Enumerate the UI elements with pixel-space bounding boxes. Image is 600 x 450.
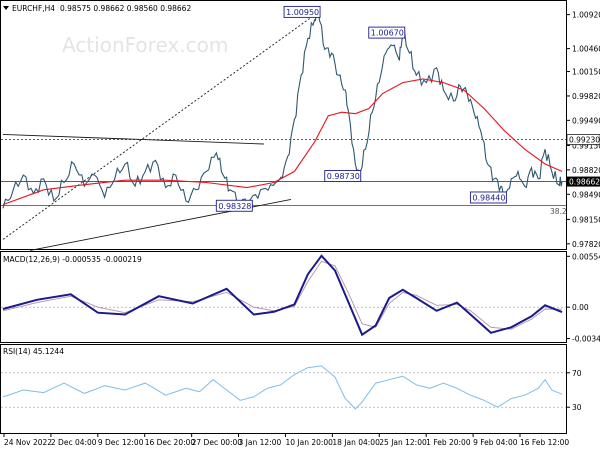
price-tick-label: 0.98490 — [572, 190, 600, 199]
price-annotation-box — [324, 170, 362, 182]
rsi-panel-frame — [0, 344, 567, 434]
macd-plot: 0.005546 0.00 -0.003423 — [1, 252, 600, 344]
time-tick-label: 25 Jan 12:00 — [379, 438, 427, 447]
time-tick-label: 27 Dec 00:00 — [192, 438, 243, 447]
time-tick-label: 24 Nov 2022 — [4, 438, 52, 447]
time-tick-label: 16 Dec 20:00 — [145, 438, 196, 447]
price-tick-label: 0.98150 — [572, 215, 600, 224]
price-panel-frame — [0, 0, 567, 250]
macd-title: MACD(12,26,9) -0.000535 -0.000219 — [3, 255, 142, 264]
price-tick-label: 0.99490 — [572, 116, 600, 125]
header-dropdown-icon — [3, 6, 9, 10]
watermark: ActionForex.com — [62, 33, 228, 57]
price-annotation-box — [469, 191, 507, 204]
level-tag — [566, 134, 600, 145]
time-tick-label: 18 Jan 04:00 — [332, 438, 380, 447]
price-tick-label: 0.99150 — [572, 141, 600, 150]
upper-channel-dotted — [2, 12, 319, 240]
rsi-title: RSI(14) 45.1244 — [3, 347, 64, 356]
price-annotation-box — [215, 199, 253, 212]
price-annotation-label: 0.98730 — [327, 172, 360, 181]
current-price-tag — [567, 176, 600, 187]
price-annotation-box — [368, 26, 406, 39]
price-tick-label: 0.98820 — [572, 166, 600, 175]
price-series-line — [2, 9, 563, 209]
price-annotation-box — [283, 5, 321, 18]
macd-panel-frame — [0, 251, 567, 343]
macd-tick-label: 0.005546 — [572, 252, 600, 261]
rsi-plot: 70 30 — [1, 365, 582, 412]
price-tick-label: 1.00460 — [572, 45, 600, 54]
price-annotation-label: 0.98440 — [472, 193, 505, 202]
price-annotation-label: 1.00670 — [371, 29, 404, 38]
rsi-line — [2, 365, 563, 410]
macd-main-line — [2, 254, 563, 337]
price-tick-label: 1.00150 — [572, 68, 600, 77]
time-tick-label: 16 Feb 12:00 — [520, 438, 569, 447]
level-tag-label: 0.99230 — [569, 136, 600, 145]
rsi-tick-label: 30 — [572, 403, 582, 412]
price-tick-label: 1.00920 — [572, 11, 600, 20]
time-tick-label: 2 Dec 04:00 — [51, 438, 97, 447]
time-tick-label: 9 Feb 04:00 — [473, 438, 518, 447]
time-tick-label: 9 Dec 12:00 — [98, 438, 144, 447]
macd-tick-label: -0.003423 — [572, 335, 600, 344]
time-tick-label: 3 Jan 12:00 — [239, 438, 282, 447]
price-annotation-label: 1.00950 — [286, 8, 319, 17]
price-plot: 1.00920 1.00460 1.00150 0.99820 0.99490 0.991… — [1, 5, 600, 251]
price-tick-label: 0.99820 — [572, 92, 600, 101]
time-tick-label: 10 Jan 20:00 — [285, 438, 333, 447]
symbol-label: EURCHF,H4 — [12, 4, 55, 13]
ohlc-values: 0.98575 0.98662 0.98560 0.98662 — [60, 4, 191, 13]
descending-line — [2, 133, 264, 145]
macd-tick-label: 0.00 — [572, 303, 589, 312]
fib-level-label: 38.2 — [550, 207, 567, 216]
price-annotation-label: 0.98328 — [218, 202, 251, 211]
rsi-tick-label: 70 — [572, 369, 582, 378]
moving-average-line — [2, 78, 563, 206]
price-tick-label: 0.97820 — [572, 240, 600, 249]
time-tick-label: 1 Feb 20:00 — [426, 438, 471, 447]
current-price-label: 0.98662 — [569, 178, 600, 187]
